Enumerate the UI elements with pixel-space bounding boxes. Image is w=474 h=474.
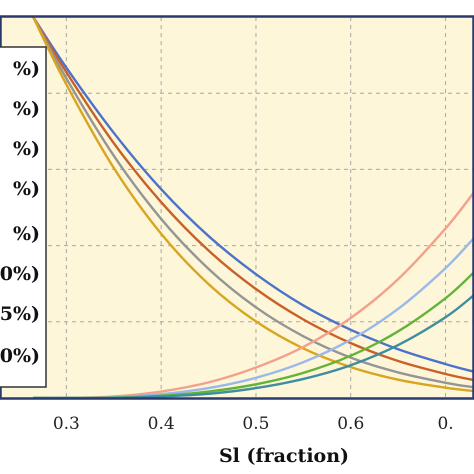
legend-entry-6: 5%)	[0, 303, 40, 325]
series-line-decreasing-2	[32, 16, 474, 389]
legend-entry-0: %)	[13, 58, 40, 80]
series-lines	[32, 16, 474, 400]
series-line-decreasing-1	[32, 16, 474, 382]
legend-entry-5: 0%)	[0, 263, 40, 285]
legend: %)%)%)%)%) 0%) 5%) 0%)	[0, 46, 47, 388]
series-line-decreasing-0	[32, 16, 474, 373]
legend-entry-2: %)	[13, 138, 40, 160]
x-tick-label-4: 0.	[437, 414, 453, 434]
x-axis-ticks: 0.3 0.4 0.5 0.6 0.	[53, 414, 454, 434]
x-tick-label-2: 0.5	[242, 414, 269, 434]
grid	[0, 17, 474, 398]
x-tick-label-3: 0.6	[337, 414, 364, 434]
legend-entry-3: %)	[13, 178, 40, 200]
x-tick-label-1: 0.4	[148, 414, 175, 434]
legend-entry-7: 0%)	[0, 345, 40, 367]
legend-entry-4: %)	[13, 223, 40, 245]
legend-entry-1: %)	[13, 98, 40, 120]
x-axis-title: Sl (fraction)	[219, 445, 349, 467]
x-tick-label-0: 0.3	[53, 414, 80, 434]
legend-box	[0, 46, 47, 388]
series-line-decreasing-3	[32, 16, 474, 393]
